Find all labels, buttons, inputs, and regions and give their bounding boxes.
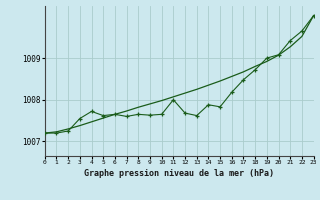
X-axis label: Graphe pression niveau de la mer (hPa): Graphe pression niveau de la mer (hPa) bbox=[84, 169, 274, 178]
